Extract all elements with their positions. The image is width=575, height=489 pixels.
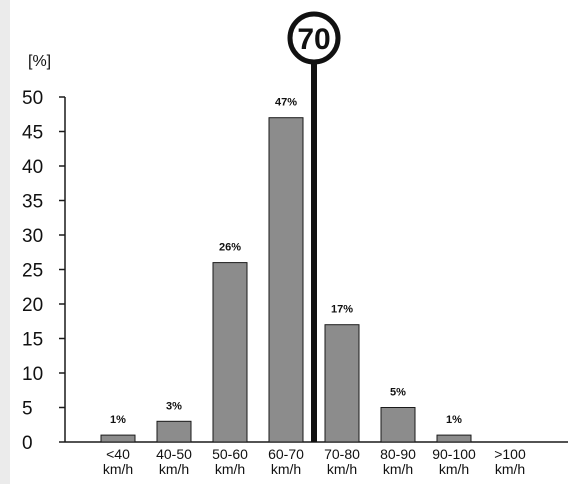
category-label-5-line1: 80-90 <box>380 446 416 462</box>
data-label-3: 47% <box>275 97 297 109</box>
bar-3 <box>268 117 304 443</box>
y-tick-label-15: 15 <box>22 330 43 351</box>
y-tick-label-30: 30 <box>22 226 43 247</box>
category-label-6-line1: 90-100 <box>432 446 476 462</box>
y-tick-label-25: 25 <box>22 261 43 282</box>
y-tick-label-5: 5 <box>22 399 33 420</box>
bar-6 <box>436 434 472 443</box>
axes-group: 0 5 10 15 20 25 30 35 40 45 50 <box>22 88 568 454</box>
bar-5 <box>380 407 416 443</box>
left-gray-strip <box>0 0 10 484</box>
category-label-0-line2: km/h <box>103 461 133 477</box>
data-label-0: 1% <box>110 414 126 426</box>
data-label-6: 1% <box>446 414 462 426</box>
bar-1 <box>156 420 192 443</box>
bar-0 <box>100 434 136 443</box>
category-label-1-line2: km/h <box>159 461 189 477</box>
category-label-6-line2: km/h <box>439 461 469 477</box>
data-label-5: 5% <box>390 387 406 399</box>
y-tick-label-20: 20 <box>22 295 43 316</box>
y-tick-label-0: 0 <box>22 433 33 454</box>
category-label-4-line2: km/h <box>327 461 357 477</box>
category-label-5-line2: km/h <box>383 461 413 477</box>
category-label-2-line1: 50-60 <box>212 446 248 462</box>
category-label-0-line1: <40 <box>106 446 130 462</box>
speed-limit-sign <box>287 11 341 65</box>
y-tick-label-10: 10 <box>22 364 43 385</box>
category-label-3-line1: 60-70 <box>268 446 304 462</box>
labels-group: 1%<40km/h3%40-50km/h26%50-60km/h47%60-70… <box>103 97 526 477</box>
category-label-3-line2: km/h <box>271 461 301 477</box>
category-label-1-line1: 40-50 <box>156 446 192 462</box>
speed-limit-sign-text: 70 <box>297 23 330 56</box>
y-tick-label-45: 45 <box>22 123 43 144</box>
bar-4 <box>324 324 360 443</box>
bars-group <box>100 117 472 443</box>
data-label-4: 17% <box>331 304 353 316</box>
category-label-4-line1: 70-80 <box>324 446 360 462</box>
data-label-1: 3% <box>166 400 182 412</box>
y-tick-label-40: 40 <box>22 157 43 178</box>
speed-limit-marker: 70 <box>287 11 341 442</box>
data-label-2: 26% <box>219 242 241 254</box>
y-tick-label-35: 35 <box>22 192 43 213</box>
category-label-2-line2: km/h <box>215 461 245 477</box>
y-axis-unit-label: [%] <box>28 53 51 70</box>
bar-2 <box>212 262 248 443</box>
category-label-7-line2: km/h <box>495 461 525 477</box>
category-label-7-line1: >100 <box>494 446 526 462</box>
y-tick-label-50: 50 <box>22 88 43 109</box>
